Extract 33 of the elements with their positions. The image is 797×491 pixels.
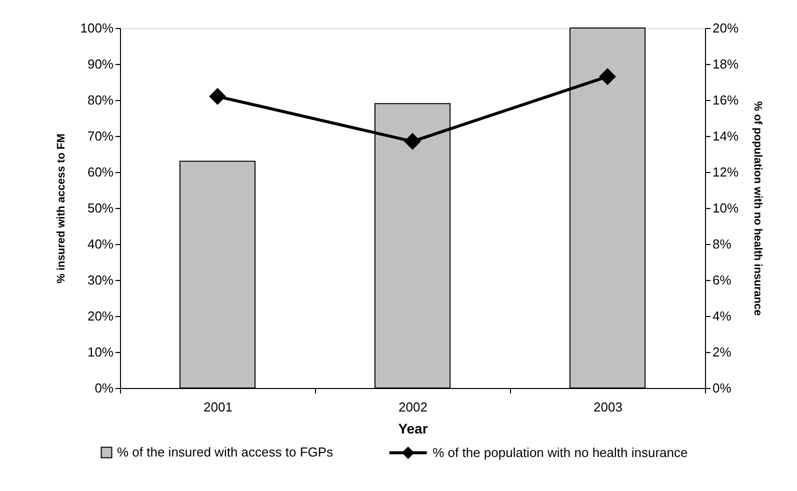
x-axis-title: Year bbox=[398, 420, 428, 436]
x-tick-label: 2002 bbox=[398, 400, 428, 414]
y-tick-label: 100% bbox=[80, 20, 114, 36]
legend-label: % of the population with no health insurance bbox=[432, 444, 688, 460]
y-tick-label: 80% bbox=[87, 92, 114, 108]
y2-tick-label: 2% bbox=[712, 344, 732, 360]
y2-tick-label: 18% bbox=[712, 56, 739, 72]
y2-tick-label: 12% bbox=[712, 164, 739, 180]
point bbox=[404, 133, 421, 150]
y-tick-label: 50% bbox=[87, 200, 114, 216]
y-tick-label: 70% bbox=[87, 128, 114, 144]
y2-tick-label: 16% bbox=[712, 92, 739, 108]
x-tick-label: 2003 bbox=[594, 400, 622, 414]
y-tick-label: 60% bbox=[87, 164, 114, 180]
y2-tick-label: 4% bbox=[712, 308, 732, 324]
y-axis-title: % insured with access to FM bbox=[55, 134, 68, 284]
y2-tick-label: 20% bbox=[712, 20, 739, 36]
y2-tick-label: 10% bbox=[712, 200, 739, 216]
y-tick-label: 10% bbox=[87, 344, 114, 360]
y2-tick-label: 14% bbox=[712, 128, 739, 144]
legend-label: % of the insured with access to FGPs bbox=[117, 444, 334, 460]
y-tick-label: 90% bbox=[87, 56, 114, 72]
y-tick-label: 0% bbox=[94, 380, 114, 396]
point bbox=[209, 88, 226, 104]
x-tick-label: 2001 bbox=[204, 400, 232, 414]
y2-axis-title: % of population with no health insurance bbox=[752, 101, 764, 316]
y2-tick-label: 8% bbox=[712, 236, 732, 252]
point bbox=[599, 68, 616, 85]
y-tick-label: 20% bbox=[87, 308, 114, 324]
y-tick-label: 30% bbox=[87, 272, 114, 288]
y2-tick-label: 0% bbox=[712, 380, 732, 396]
y-tick-label: 40% bbox=[87, 236, 114, 252]
y2-tick-label: 6% bbox=[712, 272, 732, 288]
